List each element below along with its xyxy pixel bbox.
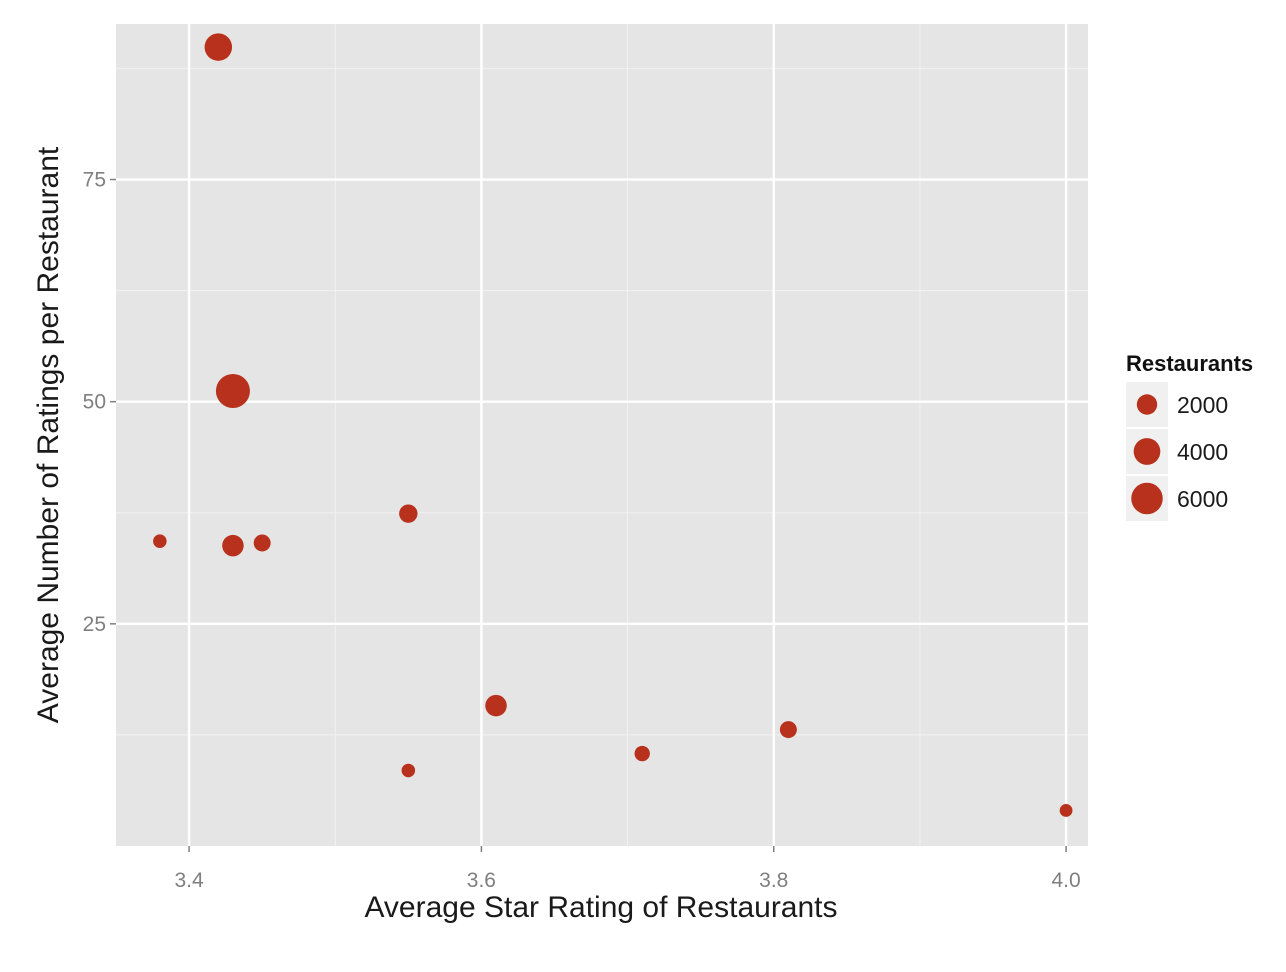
- x-tick-label: 3.8: [759, 869, 788, 892]
- x-tick-label: 4.0: [1051, 869, 1080, 892]
- legend-size-marker: [1131, 482, 1163, 515]
- data-point: [215, 373, 250, 409]
- data-point: [634, 745, 650, 762]
- axis-ticks: [110, 178, 1067, 852]
- grid-lines: [116, 24, 1088, 846]
- x-axis-title: Average Star Rating of Restaurants: [364, 891, 837, 924]
- data-point: [204, 33, 233, 61]
- legend: Restaurants 2000 4000 6000: [1126, 351, 1253, 521]
- legend-title: Restaurants: [1126, 351, 1253, 376]
- data-point: [399, 504, 418, 523]
- legend-size-marker: [1136, 394, 1158, 415]
- data-point: [485, 694, 507, 717]
- data-point: [1059, 804, 1073, 817]
- y-tick-label: 25: [83, 613, 106, 636]
- legend-size-marker: [1133, 438, 1161, 465]
- data-point: [153, 534, 167, 548]
- plot-panel: [116, 24, 1088, 846]
- legend-keys: 2000 4000 6000: [1126, 382, 1228, 521]
- data-point: [253, 534, 271, 552]
- data-points: [153, 33, 1073, 817]
- data-point: [401, 763, 416, 778]
- data-point: [779, 721, 797, 739]
- y-tick-label: 75: [83, 169, 106, 192]
- y-axis-tick-labels: 25 50 75: [83, 169, 106, 636]
- x-tick-label: 3.4: [174, 869, 204, 892]
- legend-label: 6000: [1177, 486, 1228, 512]
- data-point: [222, 534, 244, 557]
- legend-label: 2000: [1177, 392, 1228, 418]
- x-axis-tick-labels: 3.4 3.6 3.8 4.0: [174, 869, 1080, 892]
- y-axis-title: Average Number of Ratings per Restaurant: [32, 146, 65, 723]
- y-tick-label: 50: [83, 391, 106, 414]
- x-tick-label: 3.6: [467, 869, 496, 892]
- legend-label: 4000: [1177, 439, 1228, 465]
